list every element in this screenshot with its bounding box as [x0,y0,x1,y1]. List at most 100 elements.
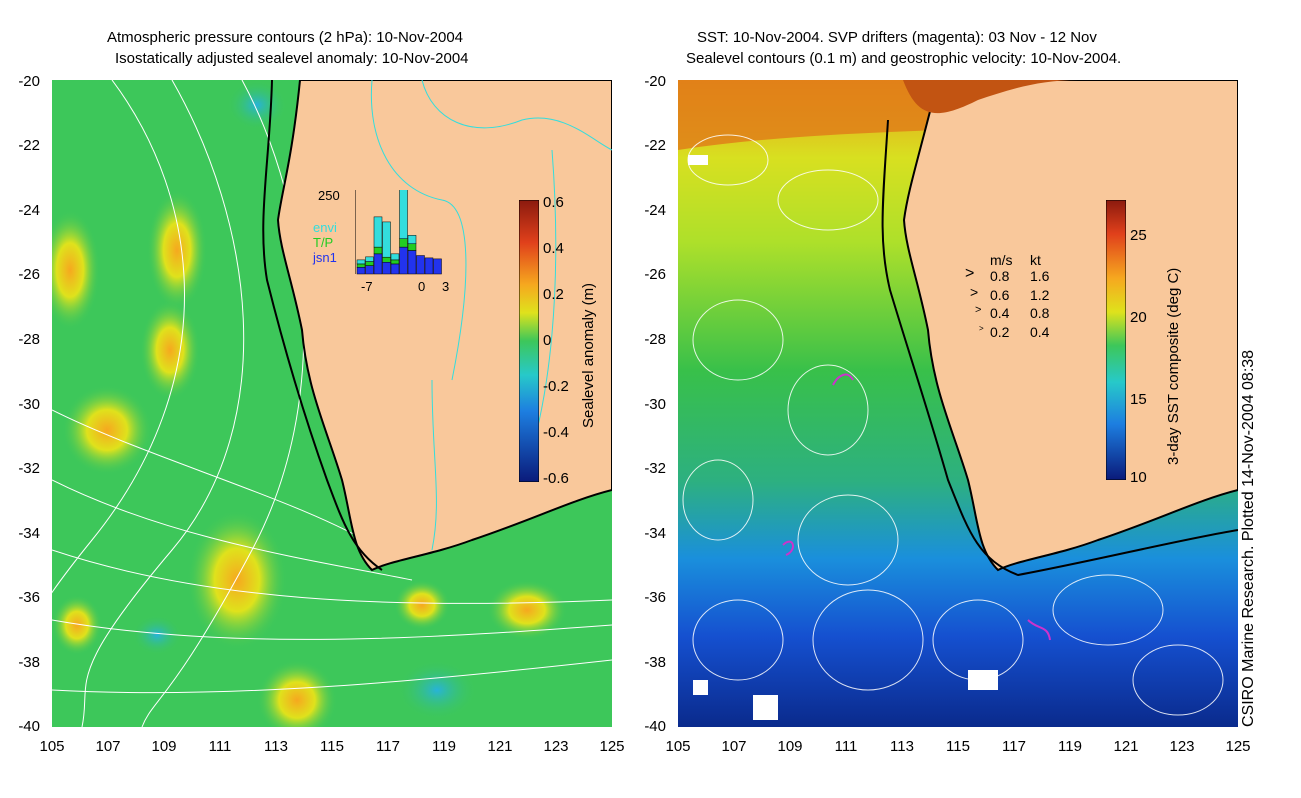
inset-bar-jsn1 [407,250,417,275]
vel-ms: 0.6 [990,287,1010,303]
left-ytick: -20 [18,73,40,90]
inset-xtick: 3 [442,279,450,294]
right-xtick: 105 [665,738,691,755]
inset-xtick: 0 [418,279,426,294]
right-xtick: 125 [1225,738,1251,755]
inset-bar-jsn1 [424,257,434,275]
inset-bar-jsn1 [382,261,391,275]
sla-low [132,615,182,655]
left-ytick: -22 [18,137,40,154]
sla-high [394,580,450,630]
left-ytick: -38 [18,654,40,671]
right-ytick: -32 [644,460,666,477]
inset-histogram [355,190,442,275]
left-ytick: -26 [18,266,40,283]
left-cbar-tick: 0.4 [543,240,564,257]
right-ytick: -30 [644,396,666,413]
right-cbar-tick: 25 [1130,227,1147,244]
inset-bar-envi [382,221,391,258]
right-xtick: 113 [890,738,914,755]
left-xtick: 125 [599,738,625,755]
inset-legend-jsn1: jsn1 [313,250,337,265]
vel-arrow-icon: > [979,324,984,333]
right-xtick: 111 [834,738,858,755]
vel-header-ms: m/s [990,252,1013,268]
right-xtick: 123 [1169,738,1195,755]
vel-ms: 0.2 [990,324,1010,340]
credit-text: CSIRO Marine Research. Plotted 14-Nov-20… [1240,349,1257,727]
right-ytick: -22 [644,137,666,154]
inset-bar-tp [356,263,366,268]
left-ytick: -40 [18,718,40,735]
right-ytick: -24 [644,202,666,219]
sla-low [397,660,477,720]
right-xtick: 119 [1058,738,1082,755]
inset-bar-envi [407,235,417,245]
right-ytick: -40 [644,718,666,735]
left-xtick: 109 [151,738,177,755]
inset-bar-jsn1 [433,258,442,275]
left-ytick: -24 [18,202,40,219]
right-map-plot [678,80,1238,727]
inset-bar-envi [390,253,400,261]
left-cbar-tick: -0.6 [543,470,569,487]
sla-high [140,300,200,400]
inset-bar-tp [373,246,383,255]
left-xtick: 105 [39,738,65,755]
sla-low [227,80,287,130]
right-xtick: 109 [777,738,803,755]
vel-arrow-icon: > [965,265,975,282]
right-cbar-tick: 10 [1130,469,1147,486]
left-xtick: 117 [376,738,400,755]
left-xtick: 119 [432,738,456,755]
right-cbar-tick: 15 [1130,391,1147,408]
vel-arrow-icon: > [970,284,979,300]
right-title-line1: SST: 10-Nov-2004. SVP drifters (magenta)… [697,29,1097,46]
left-cbar-tick: 0.6 [543,194,564,211]
right-colorbar [1106,200,1126,480]
right-xtick: 107 [721,738,747,755]
left-title-line2: Isostatically adjusted sealevel anomaly:… [115,50,469,67]
left-cbar-tick: 0.2 [543,286,564,303]
left-cbar-tick: -0.2 [543,378,569,395]
left-colorbar [519,200,539,482]
right-ytick: -20 [644,73,666,90]
inset-bar-jsn1 [356,267,366,275]
inset-bar-tp [365,261,374,266]
inset-bar-jsn1 [373,253,383,275]
right-xtick: 117 [1002,738,1026,755]
vel-kt: 0.8 [1030,305,1050,321]
vel-header-kt: kt [1030,252,1041,268]
left-xtick: 123 [543,738,569,755]
right-xtick: 121 [1113,738,1139,755]
vel-kt: 1.6 [1030,268,1050,284]
left-title-line1: Atmospheric pressure contours (2 hPa): 1… [107,29,464,46]
left-ytick: -34 [18,525,40,542]
sla-high [147,190,207,310]
sla-high [187,510,287,650]
sla-high [62,385,152,475]
sla-high [52,210,100,330]
sla-high [487,580,567,640]
right-ytick: -28 [644,331,666,348]
right-ytick: -38 [644,654,666,671]
left-ytick: -36 [18,589,40,606]
vel-ms: 0.4 [990,305,1010,321]
left-xtick: 107 [95,738,121,755]
left-xtick: 113 [264,738,288,755]
left-cbar-tick: -0.4 [543,424,569,441]
right-land [902,80,1238,572]
left-cbar-tick: 0 [543,332,552,349]
left-ytick: -30 [18,396,40,413]
right-title-line2: Sealevel contours (0.1 m) and geostrophi… [686,50,1122,67]
sla-high [52,595,102,655]
inset-bar-envi [356,259,366,265]
inset-bar-envi [365,256,374,262]
inset-legend-envi: envi [313,220,337,235]
sla-high [257,660,337,727]
right-ytick: -26 [644,266,666,283]
right-ytick: -34 [644,525,666,542]
inset-bar-tp [390,259,400,265]
inset-bar-jsn1 [365,265,374,275]
inset-bar-envi [373,216,383,248]
